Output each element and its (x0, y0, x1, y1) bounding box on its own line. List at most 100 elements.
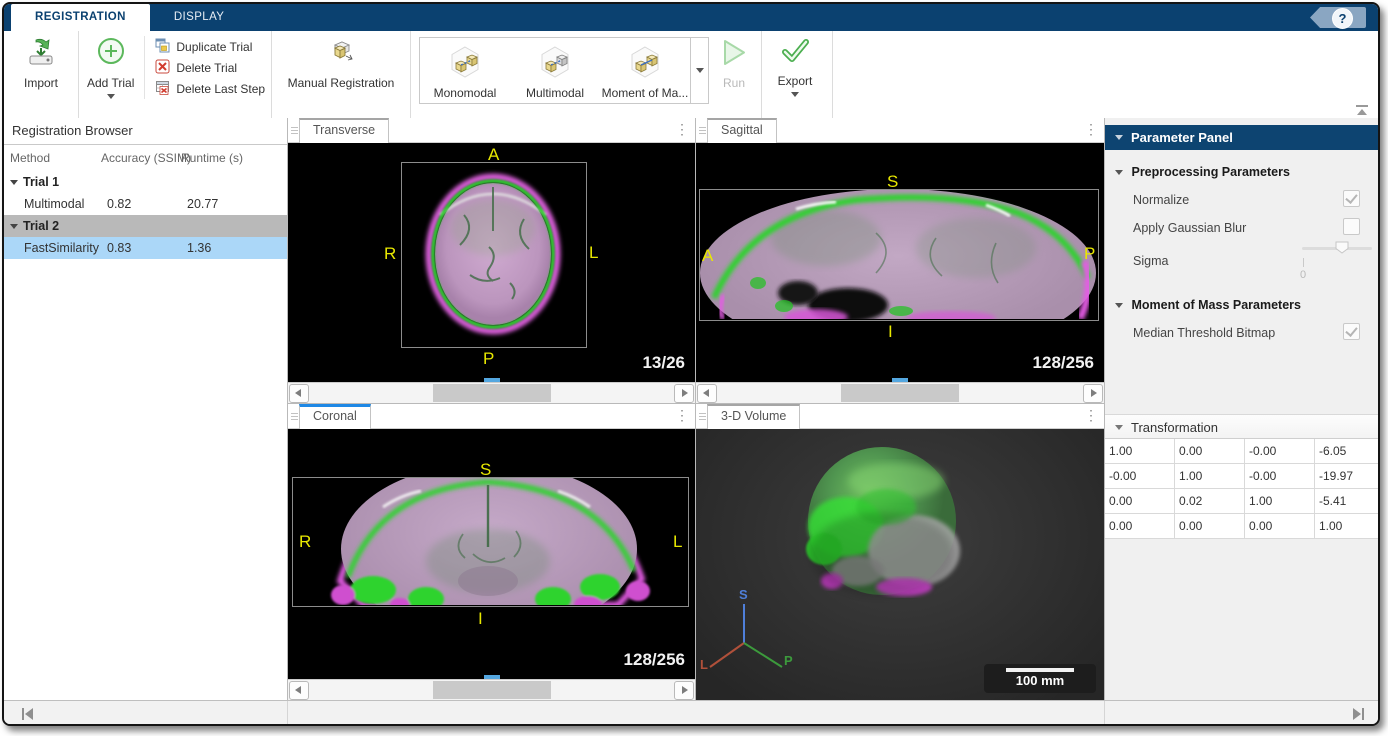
matrix-cell: -0.00 (1245, 464, 1315, 489)
scroll-left-button[interactable] (697, 384, 717, 403)
matrix-cell: 0.00 (1175, 439, 1245, 464)
delete-trial-button[interactable]: Delete Trial (155, 57, 265, 78)
delete-last-step-label: Delete Last Step (176, 81, 266, 96)
help-button[interactable]: ? (1310, 7, 1366, 29)
multimodal-icon (537, 45, 573, 86)
delete-last-step-button[interactable]: Delete Last Step (155, 78, 265, 99)
scroll-right-button[interactable] (674, 681, 694, 700)
sigma-slider-thumb[interactable] (1335, 241, 1349, 254)
trial2-header-row[interactable]: Trial 2 (4, 215, 287, 237)
trial2-collapse-icon[interactable] (10, 224, 18, 229)
toolstrip: Import IMPORT Add Trial (4, 31, 1378, 138)
scroll-left-button[interactable] (289, 681, 309, 700)
transverse-bounds (401, 162, 587, 348)
gallery-item-monomodal[interactable]: Monomodal (420, 38, 510, 103)
add-trial-dropdown-arrow[interactable] (106, 94, 115, 99)
coronal-canvas[interactable]: S R L I 128/256 (288, 429, 695, 680)
transverse-menu-icon[interactable]: ⋮ (675, 121, 689, 137)
moment-section-header[interactable]: Moment of Mass Parameters (1115, 298, 1301, 312)
collapse-right-icon[interactable] (1350, 707, 1366, 721)
import-button[interactable]: Import (12, 36, 70, 90)
add-trial-button[interactable]: Add Trial (87, 36, 134, 99)
collapse-ribbon-button[interactable] (1355, 103, 1369, 115)
orient-label-top: A (488, 145, 500, 164)
trial2-method-row-selected[interactable]: FastSimilarity 0.83 1.36 (4, 237, 287, 259)
parameter-panel: Parameter Panel Preprocessing Parameters… (1104, 118, 1378, 700)
gallery-dropdown-button[interactable] (690, 38, 708, 103)
sagittal-tab[interactable]: Sagittal (707, 118, 777, 143)
slice-position-tick (483, 675, 500, 679)
coronal-tab[interactable]: Coronal (299, 404, 371, 430)
matrix-cell: 0.00 (1175, 514, 1245, 539)
collapse-preprocessing-icon[interactable] (1115, 170, 1123, 175)
matrix-row: 1.00 0.00 -0.00 -6.05 (1105, 439, 1378, 464)
tab-display[interactable]: DISPLAY (173, 11, 225, 23)
transformation-header[interactable]: Transformation (1105, 414, 1378, 439)
parameter-panel-header[interactable]: Parameter Panel (1105, 125, 1378, 150)
transverse-scrollbar[interactable] (288, 378, 695, 403)
import-label: Import (23, 76, 58, 90)
drag-grip-icon[interactable] (291, 127, 298, 128)
drag-grip-icon[interactable] (699, 127, 706, 128)
preprocessing-section-header[interactable]: Preprocessing Parameters (1115, 165, 1290, 179)
collapse-moment-icon[interactable] (1115, 303, 1123, 308)
scroll-right-button[interactable] (674, 384, 694, 403)
sagittal-slice-indicator: 128/256 (1032, 353, 1094, 372)
collapse-transformation-icon[interactable] (1115, 425, 1123, 430)
trial2-runtime: 1.36 (187, 241, 212, 255)
matrix-cell: 0.00 (1105, 489, 1175, 514)
scroll-left-button[interactable] (289, 384, 309, 403)
orient-label-right: L (673, 532, 683, 551)
scrollbar-thumb[interactable] (432, 384, 551, 402)
drag-grip-icon[interactable] (291, 413, 298, 414)
volume-canvas[interactable]: S L P 100 mm (696, 429, 1104, 700)
transverse-tab[interactable]: Transverse (299, 118, 390, 143)
scrollbar-thumb[interactable] (432, 681, 551, 699)
trial2-label: Trial 2 (23, 219, 60, 233)
gaussian-blur-checkbox[interactable] (1343, 218, 1360, 235)
transverse-canvas[interactable]: A R L P 13/26 (288, 143, 695, 383)
duplicate-trial-button[interactable]: Duplicate Trial (155, 36, 265, 57)
matrix-cell: 1.00 (1245, 489, 1315, 514)
volume-render-image: S L P (700, 447, 960, 672)
sagittal-menu-icon[interactable]: ⋮ (1084, 121, 1098, 137)
gallery-item-moment-of-mass[interactable]: Moment of Ma... (600, 38, 690, 103)
collapse-parameter-panel-icon[interactable] (1115, 135, 1123, 140)
scrollbar-thumb[interactable] (841, 384, 959, 402)
import-icon (26, 36, 56, 73)
manual-registration-button[interactable]: Manual Registration (282, 36, 400, 90)
add-trial-icon (96, 36, 126, 73)
median-threshold-checkbox[interactable] (1343, 323, 1360, 340)
toolstrip-tabbar: REGISTRATION DISPLAY (4, 4, 1378, 31)
trial1-collapse-icon[interactable] (10, 180, 18, 185)
orient-label-top: S (480, 460, 492, 479)
normalize-checkbox[interactable] (1343, 190, 1360, 207)
sagittal-canvas[interactable]: S A P I 128/256 (696, 143, 1104, 383)
trial2-method: FastSimilarity (24, 241, 100, 255)
export-button[interactable]: Export (770, 36, 820, 97)
axis-label-p: P (784, 653, 793, 668)
trial1-header-row[interactable]: Trial 1 (4, 171, 287, 193)
coronal-scrollbar[interactable] (288, 675, 695, 700)
gallery-item-multimodal-label: Multimodal (525, 86, 585, 100)
gallery-item-multimodal[interactable]: Multimodal (510, 38, 600, 103)
run-button[interactable]: Run (715, 38, 753, 90)
scroll-right-button[interactable] (1083, 384, 1103, 403)
coronal-menu-icon[interactable]: ⋮ (675, 407, 689, 423)
coronal-slice-indicator: 128/256 (623, 650, 685, 669)
parameter-panel-title: Parameter Panel (1131, 130, 1233, 145)
export-dropdown-arrow[interactable] (791, 92, 799, 97)
collapse-left-icon[interactable] (20, 707, 36, 721)
drag-grip-icon[interactable] (699, 413, 706, 414)
volume-tab[interactable]: 3-D Volume (707, 404, 801, 429)
matrix-cell: -5.41 (1315, 489, 1378, 514)
sagittal-scrollbar[interactable] (696, 378, 1104, 403)
delete-trial-label: Delete Trial (176, 60, 238, 75)
transverse-slice-indicator: 13/26 (642, 353, 685, 372)
trial1-method-row[interactable]: Multimodal 0.82 20.77 (4, 193, 287, 215)
tab-registration[interactable]: REGISTRATION (11, 4, 150, 31)
coronal-tab-label: Coronal (313, 409, 357, 423)
orient-label-left: R (384, 244, 397, 263)
volume-menu-icon[interactable]: ⋮ (1084, 407, 1098, 423)
transverse-tab-label: Transverse (313, 123, 376, 137)
